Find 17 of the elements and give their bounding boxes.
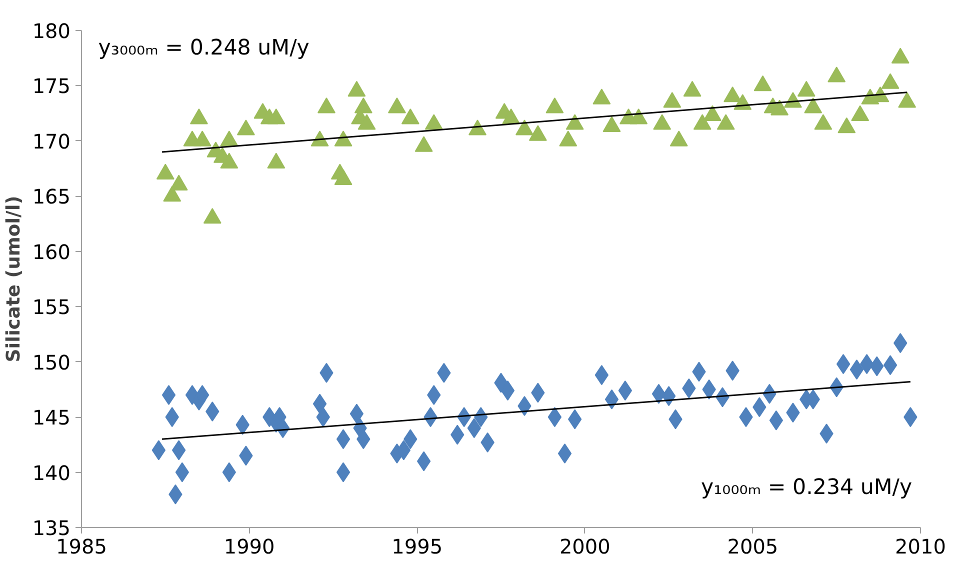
x-tick-label: 2000 [559, 534, 610, 558]
y-tick-label: 180 [32, 19, 71, 43]
annotation: y₁₀₀₀ₘ = 0.234 uM/y [701, 475, 912, 500]
x-tick-label: 2005 [727, 534, 778, 558]
x-tick-label: 1995 [392, 534, 443, 558]
y-tick-label: 160 [32, 240, 71, 264]
y-axis-title: Silicate (umol/l) [3, 196, 24, 362]
annotation: y₃₀₀₀ₘ = 0.248 uM/y [98, 35, 310, 60]
y-tick-label: 155 [32, 295, 71, 320]
y-tick-label: 165 [32, 184, 71, 209]
y-tick-label: 150 [32, 350, 71, 374]
y-tick-label: 175 [32, 74, 71, 98]
x-tick-label: 1990 [224, 534, 275, 558]
y-tick-label: 145 [32, 406, 71, 430]
x-tick-label: 2010 [895, 534, 946, 558]
y-tick-label: 140 [32, 460, 71, 485]
y-tick-label: 170 [32, 129, 71, 154]
